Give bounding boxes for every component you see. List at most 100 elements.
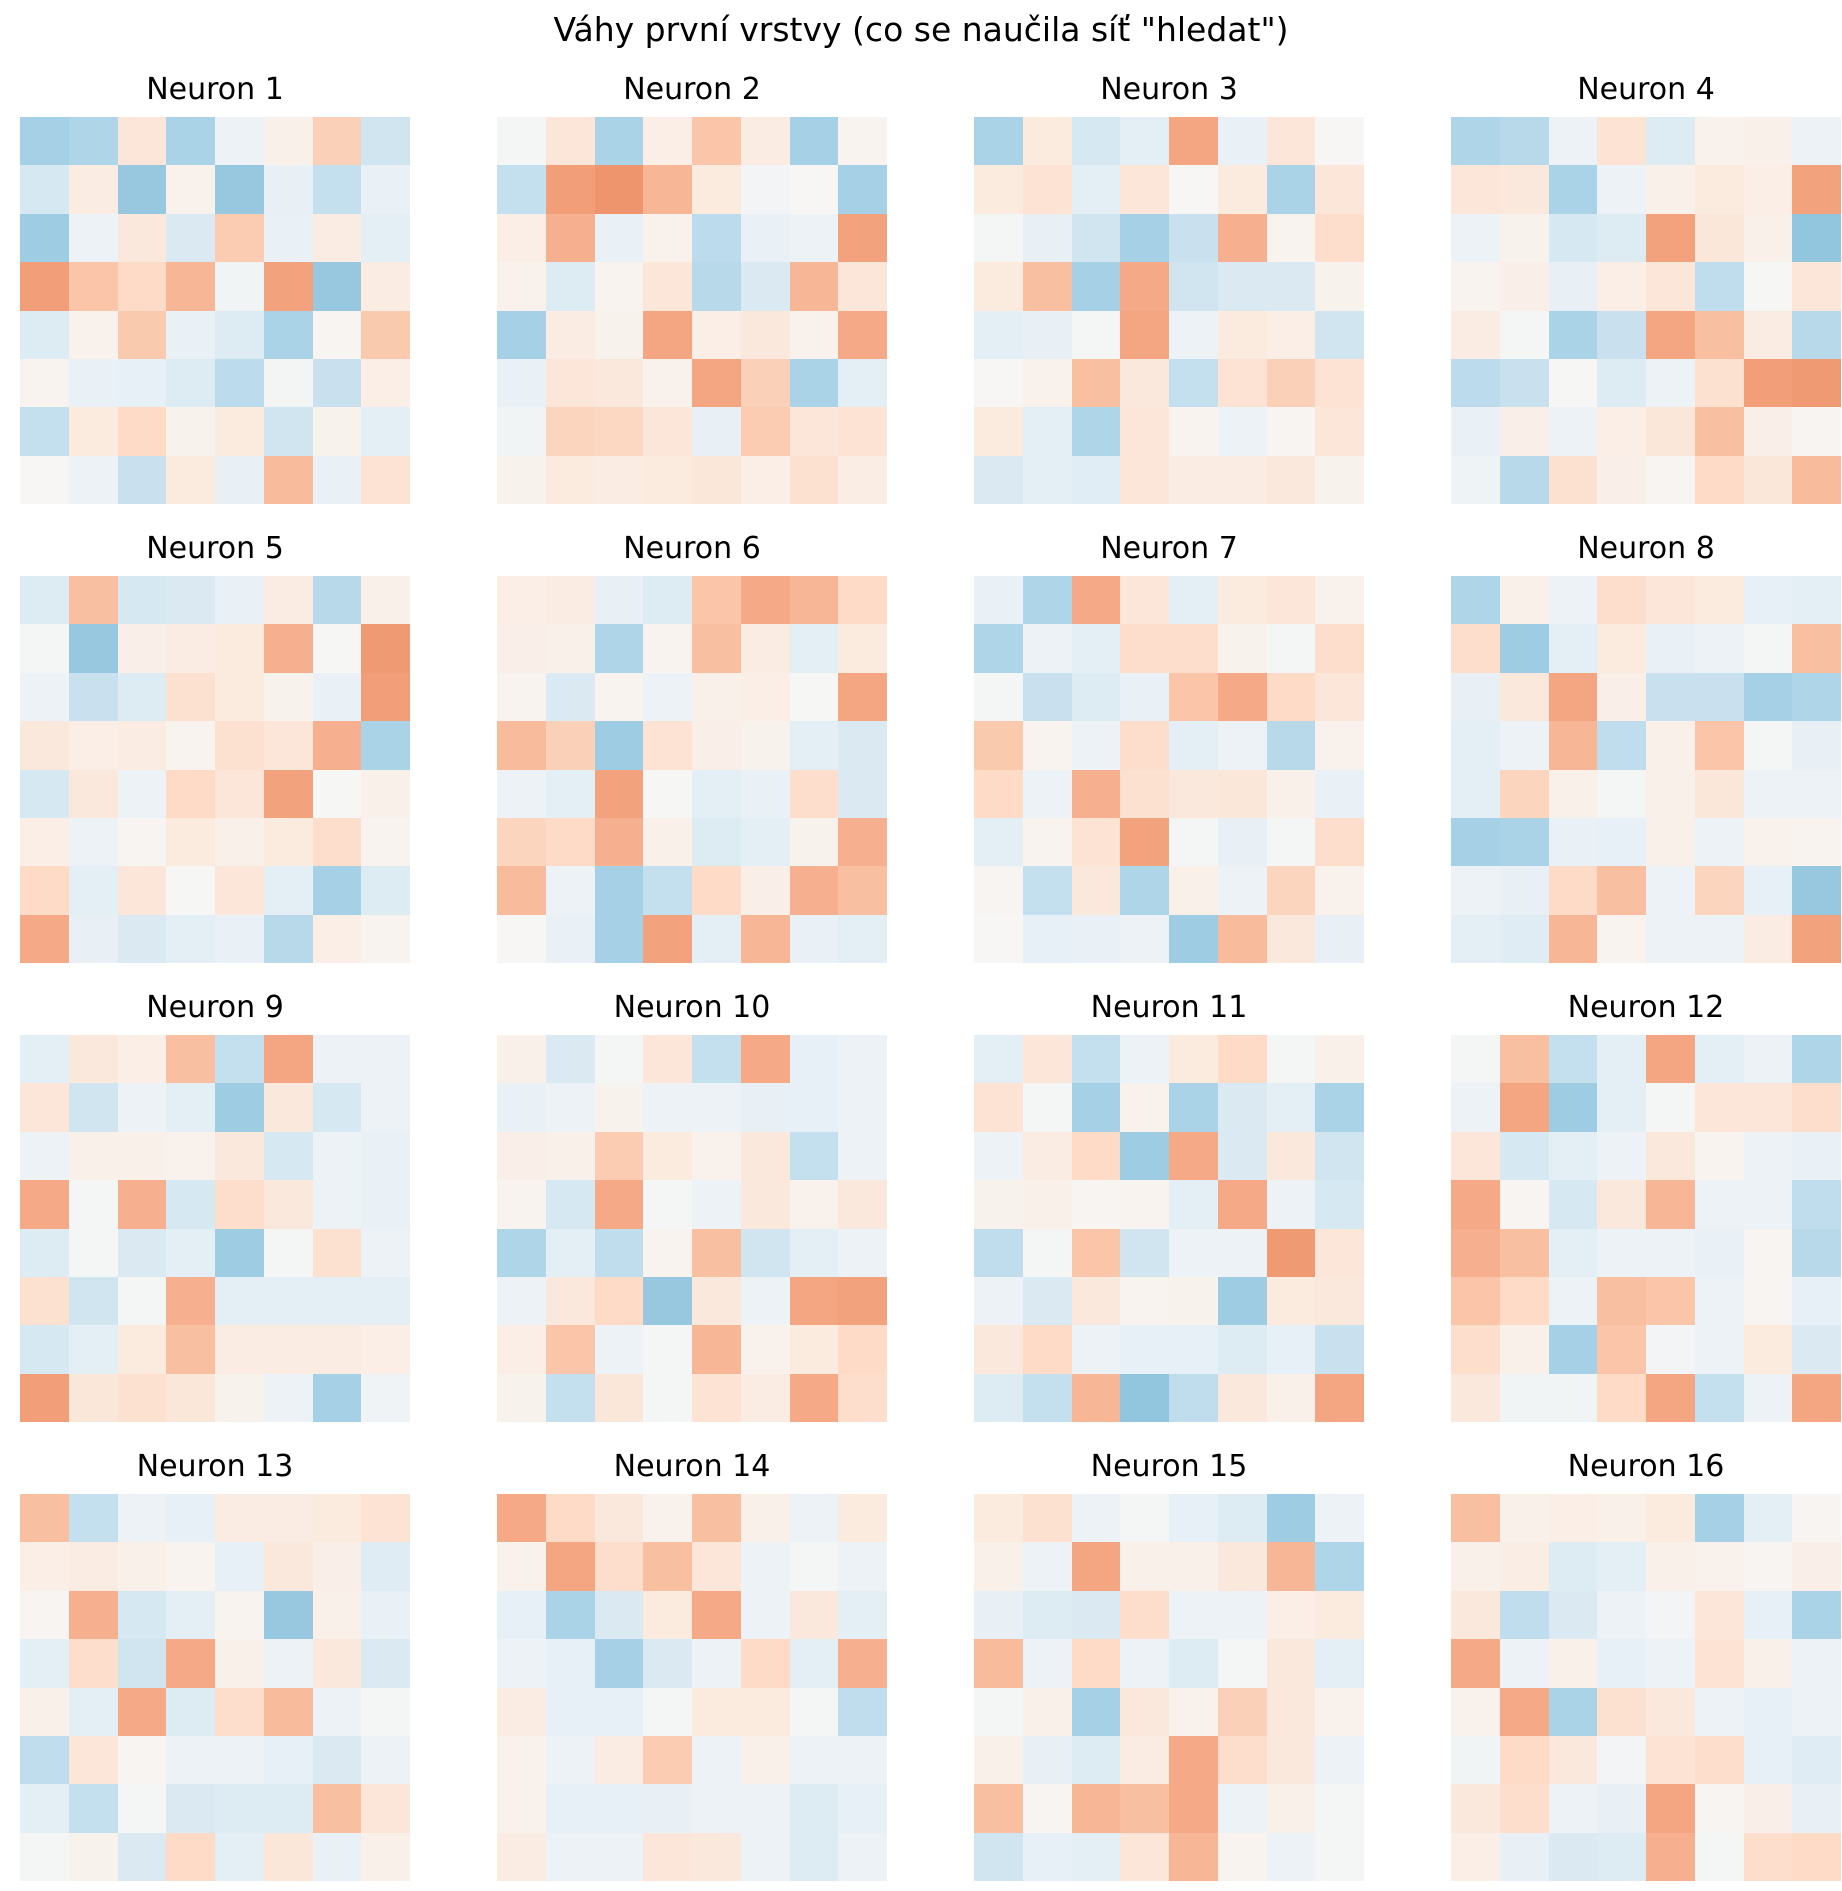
heatmap-cell <box>1792 624 1841 673</box>
heatmap-cell <box>1217 165 1267 214</box>
heatmap-cell <box>68 1687 118 1736</box>
heatmap-cell <box>789 866 839 915</box>
heatmap-cell <box>263 1276 313 1326</box>
heatmap-cell <box>361 817 410 867</box>
heatmap-cell <box>215 914 264 963</box>
heatmap-cell <box>312 721 362 770</box>
heatmap-cell <box>838 1832 887 1881</box>
heatmap-cell <box>1597 1035 1646 1084</box>
heatmap-cell <box>838 358 887 408</box>
heatmap-cell <box>1315 1228 1364 1277</box>
heatmap-cell <box>166 1180 215 1229</box>
heatmap-cell <box>1792 1035 1841 1084</box>
heatmap-cell <box>974 407 1023 456</box>
heatmap-cell <box>1169 1784 1218 1833</box>
heatmap-cell <box>692 310 741 359</box>
heatmap-cell <box>594 407 644 456</box>
heatmap-cell <box>838 866 887 915</box>
heatmap-cell <box>643 117 692 166</box>
heatmap-cell <box>1120 310 1169 359</box>
heatmap-cell <box>1451 1131 1500 1181</box>
heatmap-cell <box>1694 1083 1744 1132</box>
heatmap-cell <box>1548 262 1598 311</box>
heatmap-cell <box>545 1590 595 1640</box>
heatmap-cell <box>166 407 215 456</box>
heatmap-cell <box>789 1180 839 1229</box>
panel-neuron-4: Neuron 4 <box>1451 71 1841 504</box>
heatmap-cell <box>1548 817 1598 867</box>
heatmap-cell <box>1169 721 1218 770</box>
heatmap-cell <box>1743 1035 1793 1084</box>
heatmap-cell <box>1597 117 1646 166</box>
heatmap-cell <box>1646 914 1695 963</box>
heatmap-cell <box>215 866 264 915</box>
heatmap-cell <box>1597 1639 1646 1688</box>
heatmap-cell <box>1217 1784 1267 1833</box>
heatmap-cell <box>545 1735 595 1785</box>
heatmap-grid <box>974 576 1364 963</box>
heatmap-cell <box>497 576 546 625</box>
heatmap-cell <box>594 1131 644 1181</box>
heatmap-cell <box>740 817 790 867</box>
heatmap-cell <box>1499 672 1549 722</box>
panel-neuron-16: Neuron 16 <box>1451 1448 1841 1881</box>
heatmap-cell <box>1499 1228 1549 1277</box>
heatmap-cell <box>789 817 839 867</box>
heatmap-cell <box>215 576 264 625</box>
heatmap-cell <box>643 1180 692 1229</box>
heatmap-cell <box>20 262 69 311</box>
heatmap-cell <box>1266 1180 1316 1229</box>
heatmap-cell <box>1451 576 1500 625</box>
heatmap-cell <box>974 1687 1023 1736</box>
heatmap-grid <box>1451 117 1841 504</box>
heatmap-cell <box>1548 310 1598 359</box>
heatmap-cell <box>1266 358 1316 408</box>
heatmap-cell <box>692 1542 741 1591</box>
heatmap-cell <box>117 1131 167 1181</box>
heatmap-cell <box>1120 1542 1169 1591</box>
heatmap-cell <box>1217 1494 1267 1543</box>
heatmap-cell <box>215 1590 264 1640</box>
heatmap-cell <box>1499 1590 1549 1640</box>
heatmap-cell <box>692 117 741 166</box>
heatmap-cell <box>1217 1228 1267 1277</box>
heatmap-cell <box>361 310 410 359</box>
heatmap-cell <box>1646 866 1695 915</box>
heatmap-cell <box>545 1784 595 1833</box>
heatmap-cell <box>1451 358 1500 408</box>
heatmap-cell <box>1451 1784 1500 1833</box>
heatmap-cell <box>361 1494 410 1543</box>
heatmap-cell <box>1597 1784 1646 1833</box>
heatmap-cell <box>789 455 839 504</box>
heatmap-cell <box>740 1494 790 1543</box>
heatmap-cell <box>117 1276 167 1326</box>
heatmap-cell <box>740 1687 790 1736</box>
heatmap-cell <box>789 262 839 311</box>
heatmap-cell <box>1022 262 1072 311</box>
heatmap-cell <box>838 310 887 359</box>
heatmap-cell <box>68 1180 118 1229</box>
heatmap-cell <box>1646 1784 1695 1833</box>
heatmap-cell <box>117 576 167 625</box>
heatmap-cell <box>974 1542 1023 1591</box>
heatmap-cell <box>1315 358 1364 408</box>
heatmap-cell <box>1266 165 1316 214</box>
heatmap-cell <box>643 721 692 770</box>
heatmap-cell <box>68 1131 118 1181</box>
heatmap-cell <box>215 262 264 311</box>
heatmap-cell <box>1315 262 1364 311</box>
heatmap-cell <box>1022 914 1072 963</box>
heatmap-cell <box>1548 455 1598 504</box>
heatmap-cell <box>838 1083 887 1132</box>
heatmap-cell <box>215 407 264 456</box>
heatmap-cell <box>1266 1035 1316 1084</box>
heatmap-cell <box>1266 1373 1316 1422</box>
heatmap-cell <box>166 1083 215 1132</box>
heatmap-cell <box>1743 1590 1793 1640</box>
panel-title: Neuron 8 <box>1577 531 1715 566</box>
heatmap-cell <box>117 262 167 311</box>
heatmap-cell <box>361 576 410 625</box>
heatmap-cell <box>545 1083 595 1132</box>
heatmap-cell <box>740 262 790 311</box>
heatmap-cell <box>545 576 595 625</box>
